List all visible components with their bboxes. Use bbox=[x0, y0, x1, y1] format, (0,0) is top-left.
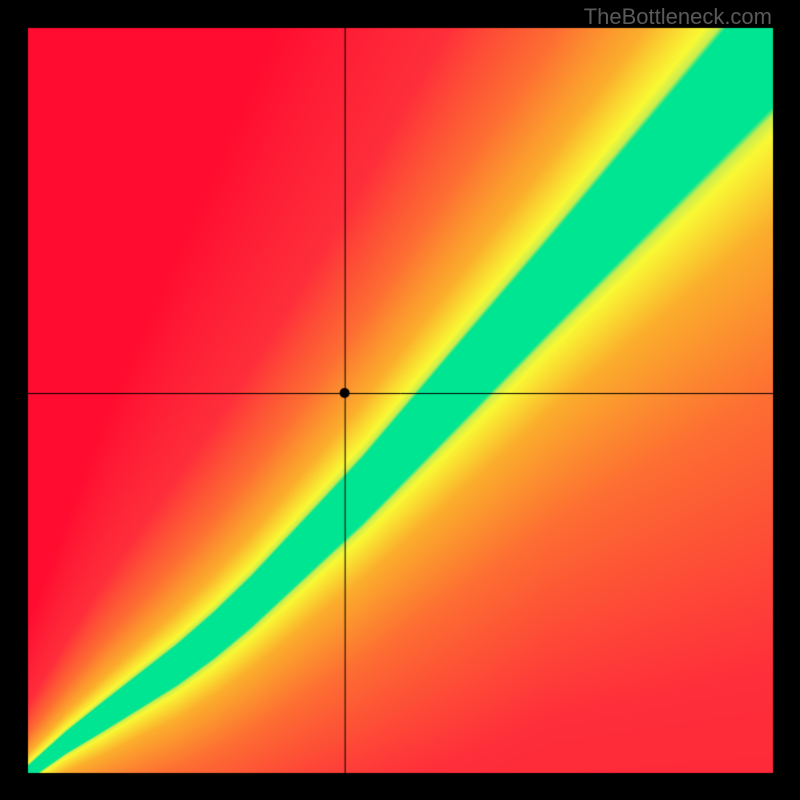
watermark-text: TheBottleneck.com bbox=[584, 4, 772, 30]
heatmap-canvas bbox=[0, 0, 800, 800]
bottleneck-heatmap: TheBottleneck.com bbox=[0, 0, 800, 800]
